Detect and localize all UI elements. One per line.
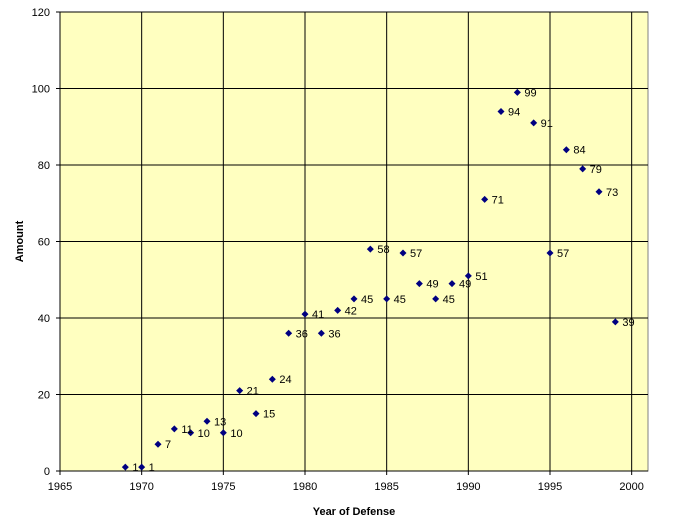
x-tick-label: 1995 <box>538 481 562 493</box>
x-tick-label: 1970 <box>129 481 153 493</box>
data-point <box>203 417 211 425</box>
data-label: 73 <box>606 187 618 199</box>
data-point <box>317 329 325 337</box>
data-point <box>562 146 570 154</box>
data-label: 45 <box>394 294 406 306</box>
data-point <box>350 295 358 303</box>
data-label: 57 <box>410 248 422 260</box>
y-axis-ticks: 0 20 40 60 80 100 120 <box>32 7 60 478</box>
data-point <box>415 280 423 288</box>
data-label: 51 <box>475 271 487 283</box>
x-axis-title: Year of Defense <box>313 506 396 518</box>
x-tick-label: 1985 <box>374 481 398 493</box>
data-point <box>366 245 374 253</box>
x-tick-label: 2000 <box>619 481 643 493</box>
x-tick-label: 1980 <box>293 481 317 493</box>
data-label: 42 <box>345 305 357 317</box>
data-point <box>513 88 521 96</box>
data-point <box>481 195 489 203</box>
data-label: 45 <box>443 294 455 306</box>
data-point <box>383 295 391 303</box>
data-label: 36 <box>328 328 340 340</box>
data-point <box>187 429 195 437</box>
data-point <box>268 375 276 383</box>
y-tick-label: 80 <box>38 160 50 172</box>
x-tick-label: 1965 <box>48 481 72 493</box>
y-tick-label: 120 <box>32 7 50 19</box>
data-label: 41 <box>312 309 324 321</box>
data-point <box>154 440 162 448</box>
data-point <box>301 310 309 318</box>
data-point <box>219 429 227 437</box>
data-point <box>432 295 440 303</box>
data-label: 1 <box>132 462 138 474</box>
y-tick-label: 0 <box>44 466 50 478</box>
data-label: 11 <box>181 424 192 436</box>
data-label: 13 <box>214 416 226 428</box>
data-point <box>399 249 407 257</box>
y-tick-label: 40 <box>38 313 50 325</box>
x-tick-label: 1975 <box>211 481 235 493</box>
data-label: 36 <box>296 328 308 340</box>
data-label: 58 <box>377 244 389 256</box>
data-label: 91 <box>541 118 553 130</box>
data-label: 49 <box>459 279 471 291</box>
data-points <box>121 88 619 471</box>
y-tick-label: 100 <box>32 84 50 96</box>
data-point <box>611 318 619 326</box>
data-point <box>236 387 244 395</box>
data-label: 99 <box>524 87 536 99</box>
x-tick-label: 1990 <box>456 481 480 493</box>
data-point <box>252 410 260 418</box>
data-label: 10 <box>198 428 210 440</box>
data-point <box>530 119 538 127</box>
data-point <box>121 463 129 471</box>
data-label: 1 <box>149 462 155 474</box>
data-point <box>464 272 472 280</box>
data-point <box>579 165 587 173</box>
y-tick-label: 20 <box>38 390 50 402</box>
data-label: 94 <box>508 106 520 118</box>
data-label: 57 <box>557 248 569 260</box>
y-axis-title: Amount <box>14 220 26 262</box>
data-point <box>546 249 554 257</box>
data-label: 84 <box>573 145 585 157</box>
data-label: 7 <box>165 439 171 451</box>
data-label: 71 <box>492 194 504 206</box>
data-point <box>448 280 456 288</box>
data-point <box>595 188 603 196</box>
data-point <box>138 463 146 471</box>
data-label: 79 <box>590 164 602 176</box>
data-label: 49 <box>426 279 438 291</box>
data-point <box>497 107 505 115</box>
data-point <box>334 306 342 314</box>
data-label: 24 <box>279 374 291 386</box>
data-point <box>285 329 293 337</box>
data-label: 39 <box>622 317 634 329</box>
data-label: 21 <box>247 386 259 398</box>
data-label: 10 <box>230 428 242 440</box>
data-point <box>170 425 178 433</box>
data-label: 15 <box>263 409 275 421</box>
x-axis-ticks: 1965 1970 1975 1980 1985 1990 1995 2000 <box>48 471 644 493</box>
y-tick-label: 60 <box>38 237 50 249</box>
data-label: 45 <box>361 294 373 306</box>
